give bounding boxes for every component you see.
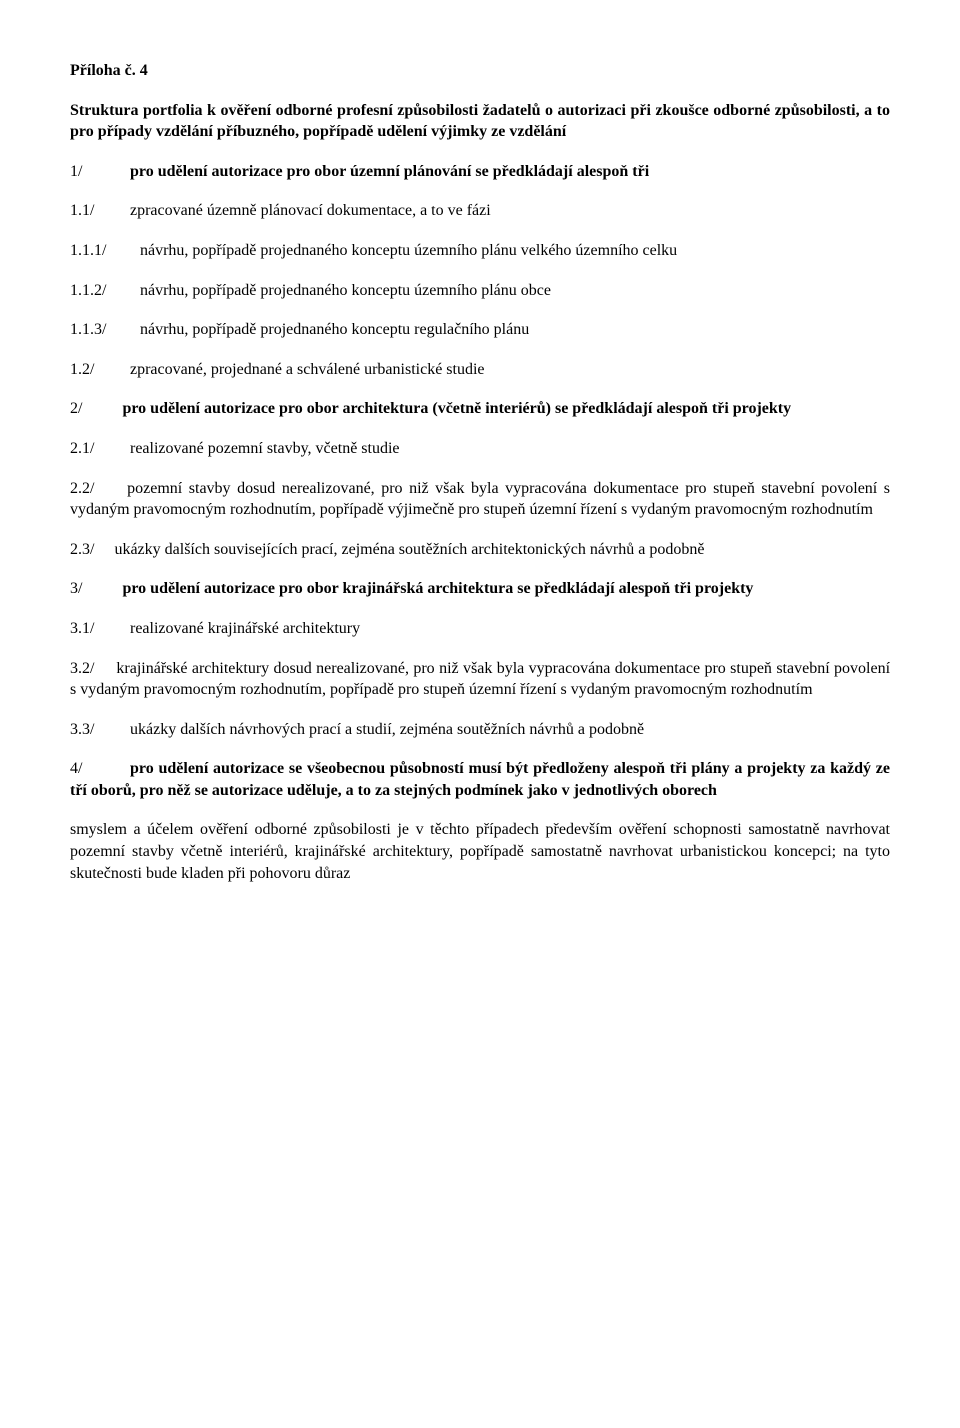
item-2-3-num: 2.3/ — [70, 541, 94, 558]
item-1-1-1: 1.1.1/ návrhu, popřípadě projednaného ko… — [70, 240, 890, 262]
item-2: 2/ pro udělení autorizace pro obor archi… — [70, 398, 890, 420]
doc-intro: Struktura portfolia k ověření odborné pr… — [70, 100, 890, 143]
item-3-1-num: 3.1/ — [70, 618, 130, 640]
item-1-1-3-num: 1.1.3/ — [70, 319, 140, 341]
item-1-1-2-num: 1.1.2/ — [70, 280, 140, 302]
item-1-1-1-num: 1.1.1/ — [70, 240, 140, 262]
item-3-lead: pro udělení autorizace pro obor krajinář… — [122, 580, 753, 597]
item-1-1-1-text: návrhu, popřípadě projednaného konceptu … — [140, 240, 890, 262]
item-3-2: 3.2/ krajinářské architektury dosud nere… — [70, 658, 890, 701]
item-1-1-text: zpracované územně plánovací dokumentace,… — [130, 200, 890, 222]
item-4: 4/ pro udělení autorizace se všeobecnou … — [70, 758, 890, 801]
item-1-2-text: zpracované, projednané a schválené urban… — [130, 359, 890, 381]
item-3-2-num: 3.2/ — [70, 660, 94, 677]
item-2-1: 2.1/ realizované pozemní stavby, včetně … — [70, 438, 890, 460]
item-1-1-2-text: návrhu, popřípadě projednaného konceptu … — [140, 280, 890, 302]
item-4-lead: pro udělení autorizace se všeobecnou půs… — [70, 760, 890, 799]
item-1-1-2: 1.1.2/ návrhu, popřípadě projednaného ko… — [70, 280, 890, 302]
item-4-num: 4/ — [70, 760, 82, 777]
item-3-3: 3.3/ ukázky dalších návrhových prací a s… — [70, 719, 890, 741]
item-2-3-text: ukázky dalších souvisejících prací, zejm… — [114, 541, 704, 558]
item-1-1-3-text: návrhu, popřípadě projednaného konceptu … — [140, 319, 890, 341]
item-1-2-num: 1.2/ — [70, 359, 130, 381]
item-3-3-num: 3.3/ — [70, 719, 130, 741]
item-1-1: 1.1/ zpracované územně plánovací dokumen… — [70, 200, 890, 222]
item-2-1-num: 2.1/ — [70, 438, 130, 460]
item-3-1-text: realizované krajinářské architektury — [130, 618, 890, 640]
item-2-1-text: realizované pozemní stavby, včetně studi… — [130, 438, 890, 460]
item-2-lead: pro udělení autorizace pro obor architek… — [122, 400, 791, 417]
item-2-num: 2/ — [70, 400, 82, 417]
item-1: 1/ pro udělení autorizace pro obor územn… — [70, 161, 890, 183]
item-1-1-3: 1.1.3/ návrhu, popřípadě projednaného ko… — [70, 319, 890, 341]
item-3-3-text: ukázky dalších návrhových prací a studií… — [130, 719, 890, 741]
item-2-2: 2.2/ pozemní stavby dosud nerealizované,… — [70, 478, 890, 521]
item-3-num: 3/ — [70, 580, 82, 597]
item-1-1-num: 1.1/ — [70, 200, 130, 222]
item-3: 3/ pro udělení autorizace pro obor kraji… — [70, 578, 890, 600]
item-3-1: 3.1/ realizované krajinářské architektur… — [70, 618, 890, 640]
item-1-2: 1.2/ zpracované, projednané a schválené … — [70, 359, 890, 381]
item-3-2-text: krajinářské architektury dosud nerealizo… — [70, 660, 890, 699]
item-2-2-text: pozemní stavby dosud nerealizované, pro … — [70, 480, 890, 519]
doc-title: Příloha č. 4 — [70, 60, 890, 82]
item-2-2-num: 2.2/ — [70, 480, 94, 497]
item-2-3: 2.3/ ukázky dalších souvisejících prací,… — [70, 539, 890, 561]
closing-paragraph: smyslem a účelem ověření odborné způsobi… — [70, 819, 890, 884]
item-1-num: 1/ — [70, 161, 130, 183]
item-1-text: pro udělení autorizace pro obor územní p… — [130, 161, 890, 183]
